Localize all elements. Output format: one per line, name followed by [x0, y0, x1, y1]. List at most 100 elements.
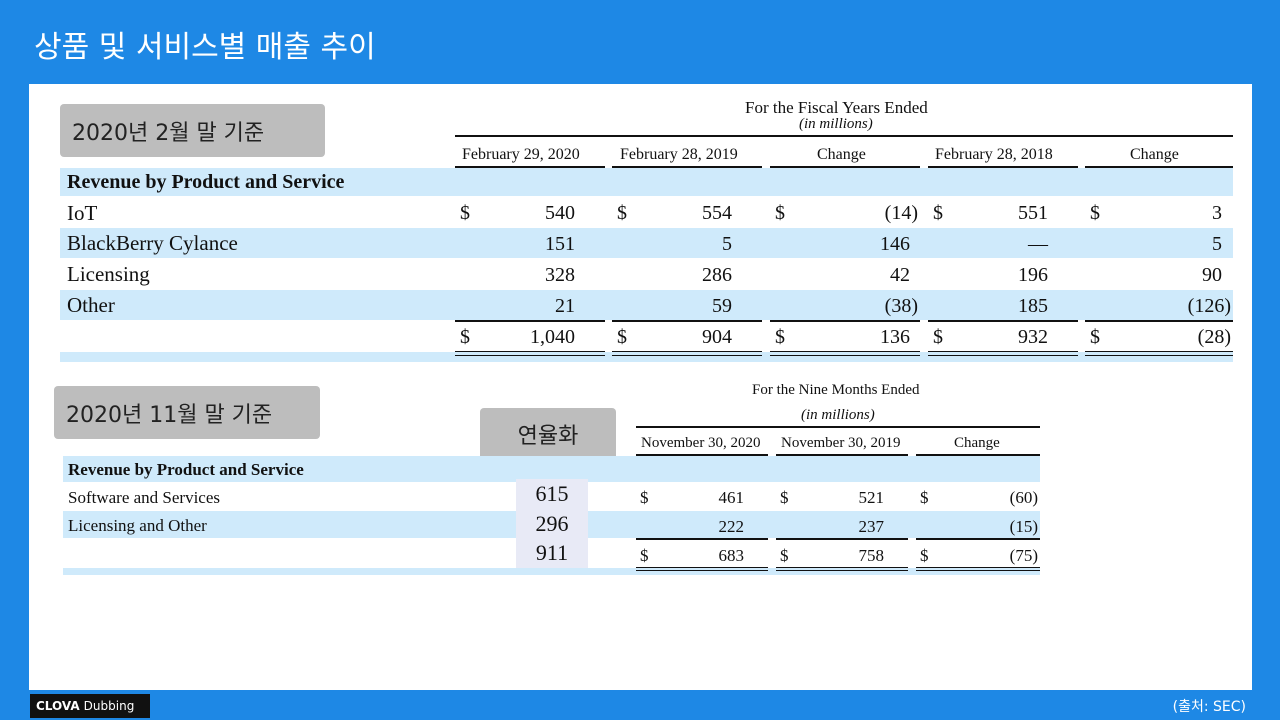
table1-total: 932 [1018, 326, 1048, 348]
table1-cell: (38) [884, 295, 918, 317]
table2-col-change: Change [954, 435, 1000, 451]
double-rule [776, 567, 908, 568]
row-band [60, 228, 1233, 258]
row-band [60, 352, 1233, 362]
table2-section-title: Revenue by Product and Service [68, 460, 304, 479]
double-rule [928, 351, 1078, 352]
table2-header-top: For the Nine Months Ended [752, 382, 920, 398]
double-rule [770, 351, 920, 352]
label-nov-2020: 2020년 11월 말 기준 [54, 386, 320, 439]
table1-cell: 5 [1212, 233, 1222, 255]
double-rule [455, 355, 605, 356]
label-feb-2020: 2020년 2월 말 기준 [60, 104, 325, 157]
table1-cell: 5 [722, 233, 732, 255]
table1-cell: 59 [712, 295, 732, 317]
table1-header-rule [455, 135, 1233, 137]
double-rule [636, 570, 768, 571]
annualized-total: 911 [516, 538, 588, 568]
table1-cell: — [1028, 233, 1048, 255]
logo-rest: Dubbing [83, 699, 135, 713]
col-rule [770, 166, 920, 168]
double-rule [636, 567, 768, 568]
dollar-sign: $ [933, 326, 943, 348]
table1-total: (28) [1197, 326, 1231, 348]
total-rule [916, 538, 1040, 540]
col-rule [612, 166, 762, 168]
table1-cell: 196 [1018, 264, 1048, 286]
double-rule [455, 351, 605, 352]
dollar-sign: $ [920, 546, 929, 565]
table2-cell: 222 [718, 517, 745, 536]
double-rule [1085, 355, 1233, 356]
dollar-sign: $ [460, 202, 470, 224]
table1-cell: (14) [884, 202, 918, 224]
table1-total: 904 [702, 326, 732, 348]
dollar-sign: $ [640, 488, 649, 507]
source-note: (출처: SEC) [1172, 699, 1246, 715]
total-rule [770, 320, 920, 322]
table1-header-sub: (in millions) [799, 116, 873, 132]
total-rule [1085, 320, 1233, 322]
table2-cell: 521 [858, 488, 885, 507]
col-rule [916, 454, 1040, 456]
table1-cell: 42 [890, 264, 910, 286]
table2-header-sub: (in millions) [801, 407, 875, 423]
double-rule [776, 570, 908, 571]
table1-total: 1,040 [530, 326, 575, 348]
table1-cell: 554 [702, 202, 732, 224]
table1-cell: 146 [880, 233, 910, 255]
col-rule [1085, 166, 1233, 168]
total-rule [636, 538, 768, 540]
slide-title: 상품 및 서비스별 매출 추이 [34, 30, 376, 65]
table1-section-title: Revenue by Product and Service [67, 171, 345, 193]
row-band [63, 568, 1040, 575]
double-rule [916, 570, 1040, 571]
table1-cell: (126) [1187, 295, 1231, 317]
table2-total: (75) [1009, 546, 1038, 565]
table1-col-feb2019: February 28, 2019 [620, 146, 738, 163]
table1-cell: 328 [545, 264, 575, 286]
double-rule [916, 567, 1040, 568]
double-rule [612, 355, 762, 356]
table2-col-nov2019: November 30, 2019 [781, 435, 901, 451]
table2-col-nov2020: November 30, 2020 [641, 435, 761, 451]
table2-header-rule [636, 426, 1040, 428]
table1-row-label: Licensing [67, 262, 150, 286]
logo-bold: CLOVA [36, 699, 80, 713]
table1-row-label: IoT [67, 201, 98, 225]
dollar-sign: $ [780, 488, 789, 507]
table1-cell: 286 [702, 264, 732, 286]
row-band [60, 168, 1233, 196]
row-band [63, 456, 1040, 482]
annualized-value: 296 [516, 509, 588, 539]
dollar-sign: $ [460, 326, 470, 348]
table1-cell: 90 [1202, 264, 1222, 286]
table1-cell: 3 [1212, 202, 1222, 224]
table1-cell: 21 [555, 295, 575, 317]
table1-col-change2: Change [1130, 146, 1179, 163]
dollar-sign: $ [780, 546, 789, 565]
dollar-sign: $ [920, 488, 929, 507]
dollar-sign: $ [933, 202, 943, 224]
dollar-sign: $ [640, 546, 649, 565]
dollar-sign: $ [1090, 202, 1100, 224]
dollar-sign: $ [775, 202, 785, 224]
table2-cell: 461 [718, 488, 745, 507]
col-rule [776, 454, 908, 456]
col-rule [455, 166, 605, 168]
total-rule [455, 320, 605, 322]
table2-row-label: Licensing and Other [68, 516, 207, 535]
table2-total: 758 [858, 546, 885, 565]
table1-header-top: For the Fiscal Years Ended [745, 98, 928, 117]
col-rule [636, 454, 768, 456]
total-rule [612, 320, 762, 322]
table1-cell: 185 [1018, 295, 1048, 317]
double-rule [928, 355, 1078, 356]
dollar-sign: $ [1090, 326, 1100, 348]
dollar-sign: $ [617, 326, 627, 348]
table2-cell: (15) [1009, 517, 1038, 536]
table1-total: 136 [880, 326, 910, 348]
table1-cell: 551 [1018, 202, 1048, 224]
annualized-label: 연율화 [480, 408, 616, 460]
table2-cell: (60) [1009, 488, 1038, 507]
